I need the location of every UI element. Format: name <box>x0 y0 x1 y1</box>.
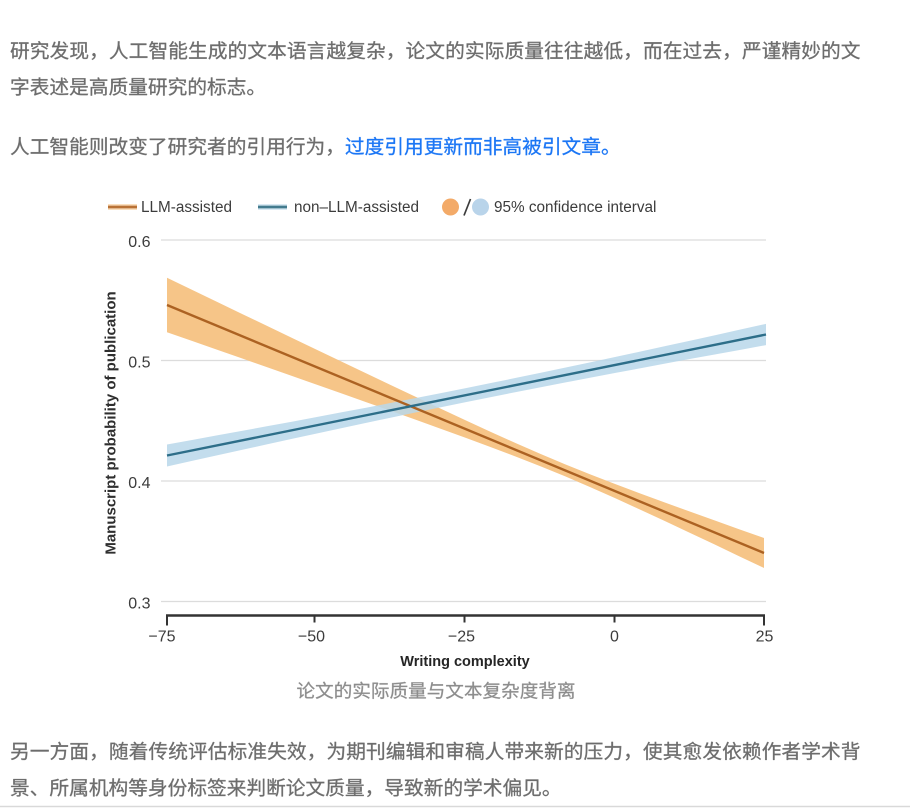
svg-text:LLM-assisted: LLM-assisted <box>141 199 232 216</box>
svg-text:0.5: 0.5 <box>128 355 150 372</box>
svg-text:non–LLM-assisted: non–LLM-assisted <box>294 199 419 216</box>
svg-text:0.4: 0.4 <box>128 475 150 492</box>
svg-text:0: 0 <box>610 629 619 646</box>
svg-text:0.6: 0.6 <box>128 234 150 251</box>
svg-text:Writing complexity: Writing complexity <box>400 654 529 670</box>
svg-text:95% confidence interval: 95% confidence interval <box>494 199 656 216</box>
svg-text:25: 25 <box>756 629 774 646</box>
svg-text:−50: −50 <box>298 629 325 646</box>
svg-text:0.3: 0.3 <box>128 596 150 613</box>
svg-text:Manuscript probability of publ: Manuscript probability of publication <box>103 291 120 554</box>
svg-text:−25: −25 <box>448 629 475 646</box>
svg-text:−75: −75 <box>148 629 175 646</box>
